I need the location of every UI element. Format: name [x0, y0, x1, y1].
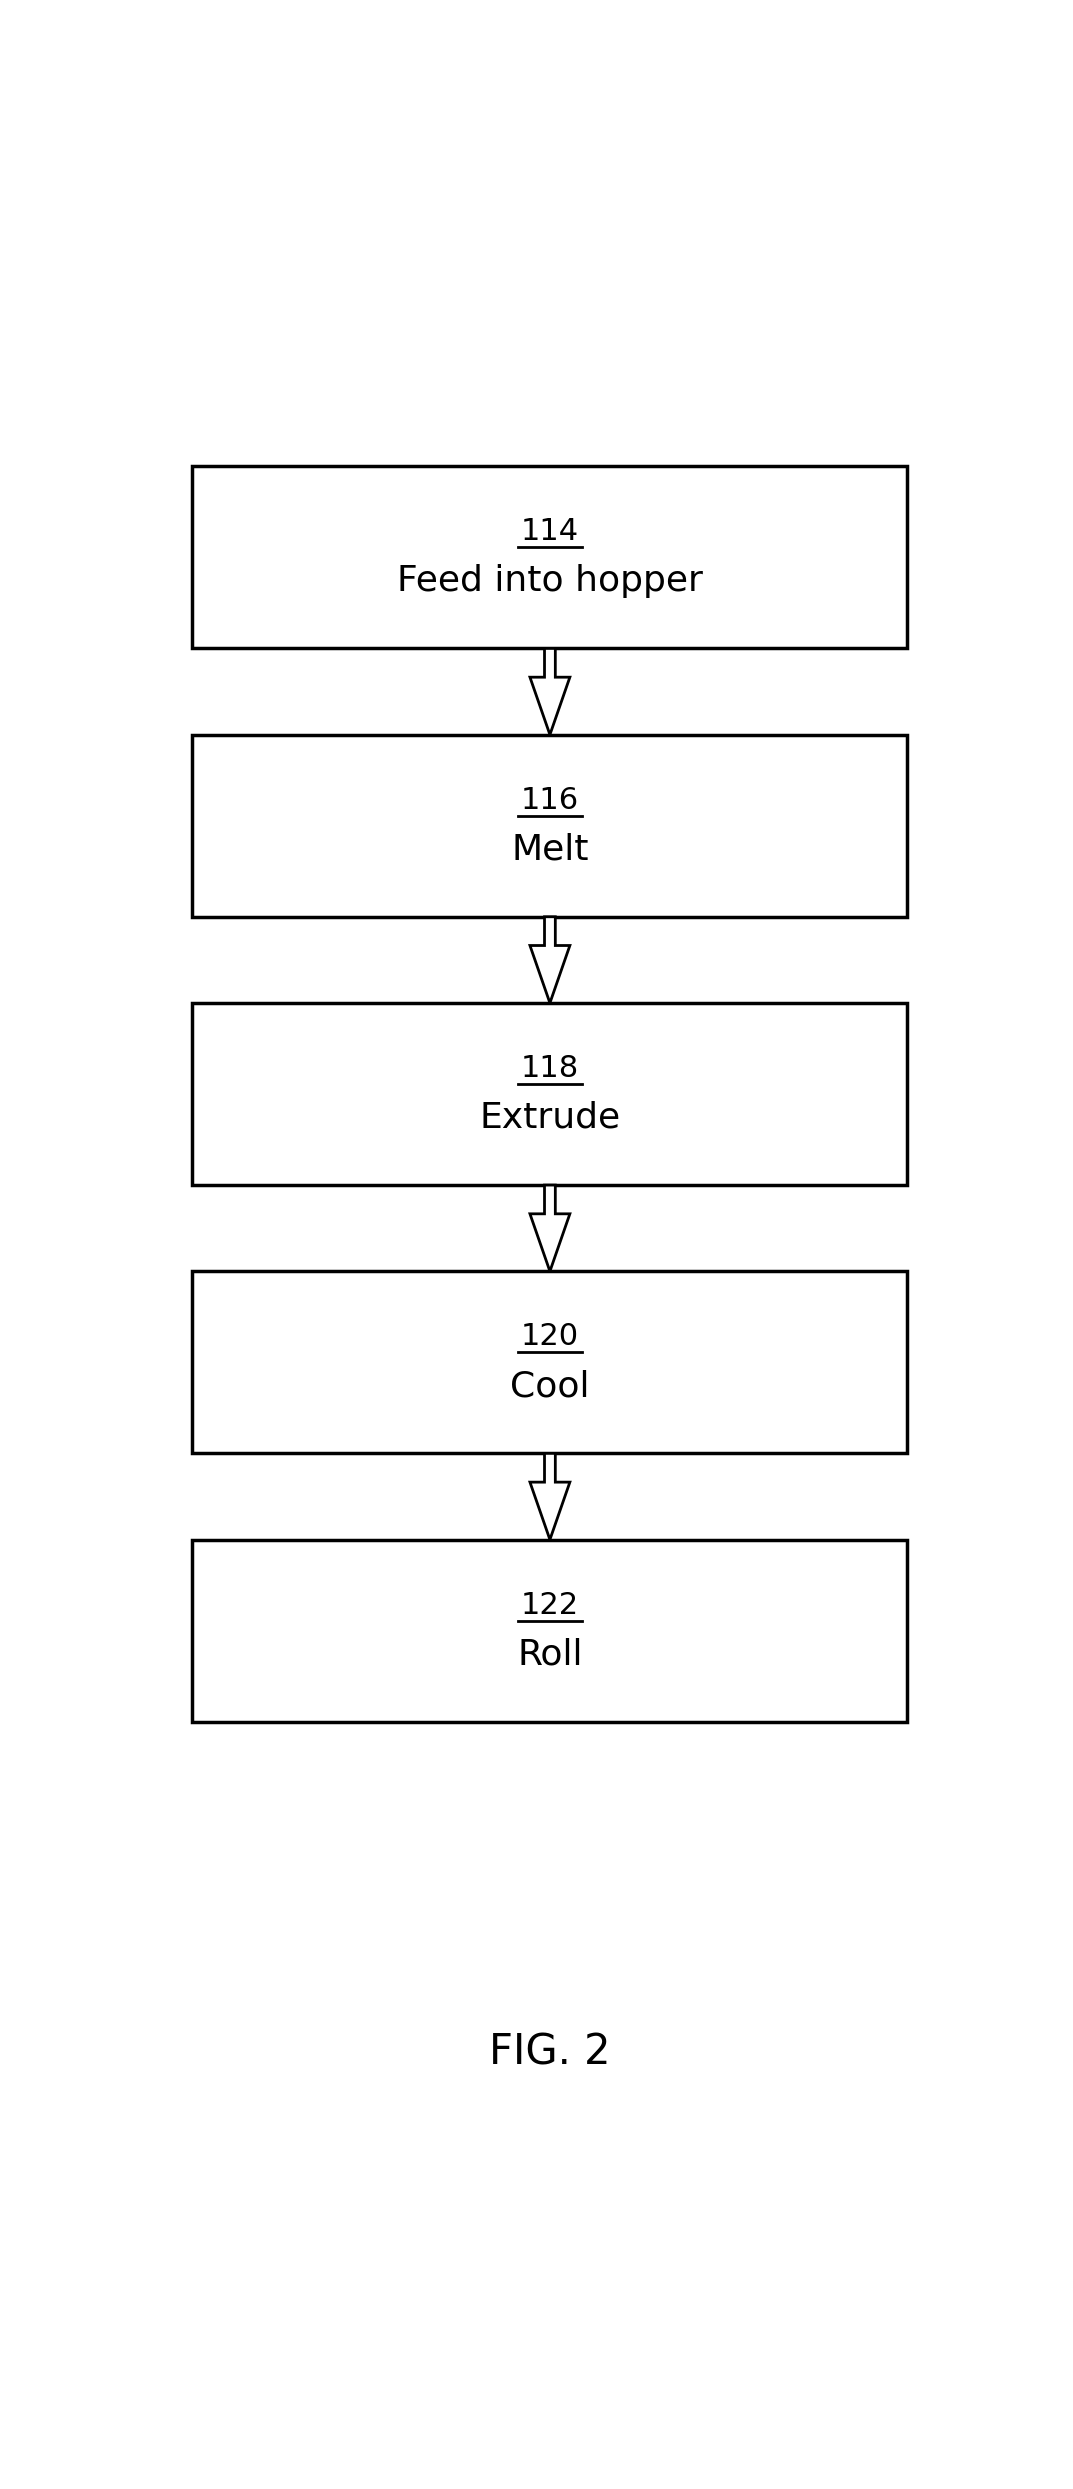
Text: Roll: Roll [517, 1638, 583, 1670]
Text: Cool: Cool [510, 1369, 590, 1404]
Text: FIG. 2: FIG. 2 [489, 2031, 611, 2073]
Bar [192, 1003, 908, 1185]
Polygon shape [530, 916, 570, 1003]
Polygon shape [530, 1454, 570, 1541]
Polygon shape [530, 650, 570, 734]
Bar [192, 734, 908, 916]
Text: 120: 120 [520, 1322, 579, 1352]
Text: 114: 114 [520, 518, 579, 548]
Text: Feed into hopper: Feed into hopper [397, 565, 703, 597]
Bar [192, 1272, 908, 1454]
Text: 116: 116 [520, 787, 579, 814]
Text: 122: 122 [520, 1590, 579, 1620]
Bar [192, 465, 908, 650]
Polygon shape [530, 1185, 570, 1272]
Text: 118: 118 [520, 1053, 579, 1083]
Text: Melt: Melt [511, 831, 589, 866]
Bar [192, 1541, 908, 1722]
Text: Extrude: Extrude [480, 1100, 620, 1135]
